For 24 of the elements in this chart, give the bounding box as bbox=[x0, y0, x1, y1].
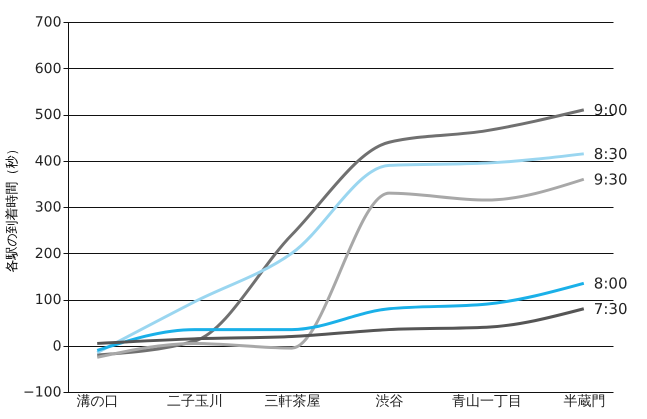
x-tick-label: 二子玉川 bbox=[167, 394, 224, 410]
line-series bbox=[96, 108, 586, 356]
y-tick-label: 200 bbox=[34, 246, 62, 262]
y-tick-label: 600 bbox=[34, 60, 62, 77]
x-tick-label: 渋谷 bbox=[376, 394, 404, 410]
y-tick-label: 0 bbox=[52, 338, 62, 354]
line-series bbox=[96, 282, 586, 352]
y-tick-label: 300 bbox=[34, 200, 62, 216]
y-tick-label: 400 bbox=[34, 153, 62, 170]
x-tick-label: 三軒茶屋 bbox=[264, 394, 320, 410]
series-label: 9:00 bbox=[594, 100, 628, 119]
y-tick-label: 700 bbox=[34, 14, 62, 30]
series-label: 8:30 bbox=[594, 144, 628, 163]
line-series bbox=[96, 307, 586, 345]
x-tick-label: 溝の口 bbox=[76, 394, 119, 410]
y-tick-label: −100 bbox=[23, 384, 62, 400]
series-label: 9:30 bbox=[594, 170, 628, 188]
x-tick-label: 青山一丁目 bbox=[452, 394, 522, 410]
series-label: 8:00 bbox=[594, 274, 628, 292]
series-label: 7:30 bbox=[594, 300, 628, 318]
y-tick-label: 500 bbox=[34, 107, 62, 123]
x-tick-label: 半蔵門 bbox=[563, 394, 606, 410]
y-tick-label: 100 bbox=[34, 292, 62, 308]
y-axis-title: 各駅の到着時間（秒） bbox=[4, 142, 20, 272]
